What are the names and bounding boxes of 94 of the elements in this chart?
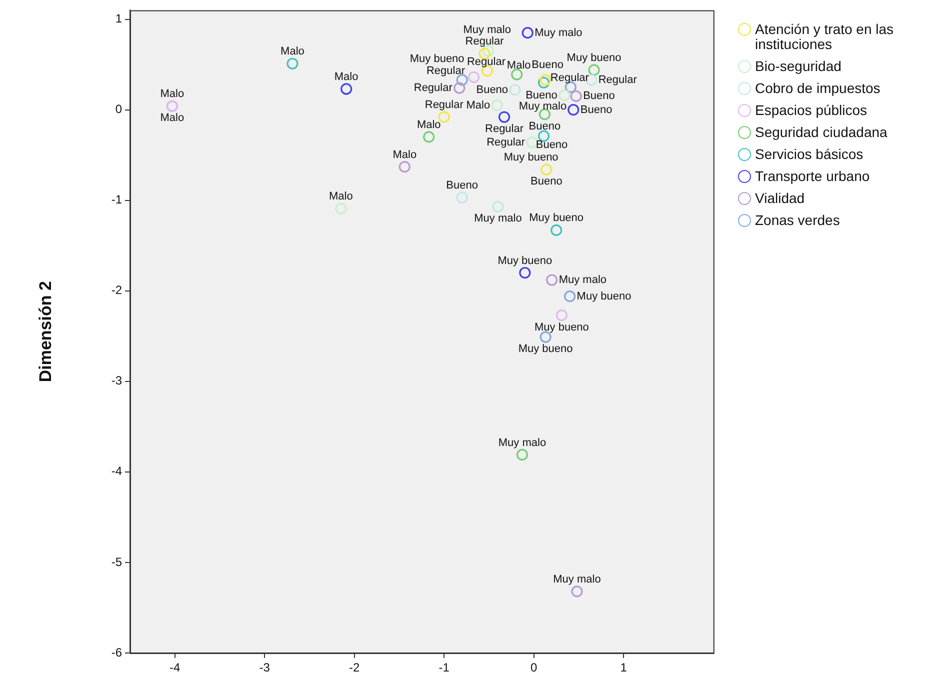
data-label: Malo — [160, 88, 184, 100]
point — [519, 266, 531, 279]
data-label: Regular — [486, 136, 526, 148]
data-label: Malo — [466, 99, 490, 112]
point — [492, 200, 504, 212]
data-label: Regular — [550, 72, 590, 84]
legend-label: Zonas verdes — [755, 212, 840, 228]
data-label: Bueno — [476, 84, 508, 96]
legend-label: Vialidad — [755, 190, 805, 206]
y-tick-label: -4 — [111, 464, 122, 478]
data-label: Muy malo — [534, 26, 582, 39]
data-label: Bueno — [580, 104, 612, 116]
data-label: Regular — [426, 65, 466, 78]
y-tick-label: -6 — [111, 645, 122, 660]
point — [423, 131, 435, 143]
point — [556, 310, 568, 322]
data-label: Muy bueno — [504, 151, 558, 164]
data-label: Regular — [485, 123, 524, 136]
data-label: Muy malo — [558, 274, 607, 286]
point — [522, 27, 534, 39]
point — [550, 224, 562, 236]
data-label: Regular — [466, 56, 506, 68]
point — [454, 82, 466, 94]
data-label: Muy bueno — [576, 290, 632, 302]
point — [588, 64, 600, 76]
data-label: Malo — [334, 70, 358, 83]
y-axis-title: Dimensión 2 — [36, 281, 55, 382]
legend-label: Atención y trato en las instituciones — [755, 21, 895, 52]
legend-label: Transporte urbano — [755, 168, 870, 184]
data-label: Muy malo — [553, 573, 601, 586]
data-label: Muy malo — [463, 24, 511, 36]
data-label: Bueno — [532, 58, 564, 71]
data-label: Malo — [280, 46, 304, 58]
y-tick-label: -2 — [111, 283, 122, 298]
data-label: Muy bueno — [518, 343, 573, 356]
data-label: Bueno — [583, 90, 615, 102]
data-label: Muy malo — [518, 100, 567, 113]
point — [335, 202, 347, 214]
point — [540, 74, 552, 86]
y-tick-label: 1 — [115, 12, 122, 26]
x-tick-label: -2 — [349, 660, 360, 675]
data-label: Regular — [465, 36, 504, 48]
point — [538, 76, 550, 88]
data-label: Bueno — [446, 180, 478, 192]
data-label: Bueno — [528, 120, 561, 132]
point — [468, 71, 480, 83]
y-tick-label: -1 — [111, 192, 122, 207]
data-label: Muy bueno — [410, 52, 464, 65]
point — [568, 104, 580, 116]
point — [491, 99, 503, 112]
point — [286, 58, 298, 70]
legend-label: Servicios básicos — [755, 146, 864, 162]
data-label: Muy bueno — [529, 212, 584, 224]
x-tick-label: 0 — [530, 660, 538, 675]
point — [398, 161, 410, 173]
point — [546, 274, 558, 286]
data-label: Muy malo — [474, 212, 522, 225]
point — [571, 586, 583, 598]
data-label: Bueno — [526, 89, 558, 102]
data-label: Malo — [329, 190, 353, 203]
x-tick-label: -1 — [438, 660, 450, 675]
x-tick-label: -4 — [170, 660, 181, 675]
point — [340, 83, 352, 95]
point — [516, 448, 528, 461]
data-label: Regular — [598, 74, 638, 86]
data-label: Malo — [392, 148, 417, 161]
data-label: Muy bueno — [498, 254, 552, 267]
data-label: Malo — [416, 118, 441, 131]
point — [498, 111, 510, 123]
legend-label: Cobro de impuestos — [755, 80, 880, 96]
x-tick-label: -3 — [259, 660, 270, 675]
legend-label: Seguridad ciudadana — [755, 124, 888, 140]
data-label: Regular — [424, 99, 464, 112]
data-label: Bueno — [530, 176, 562, 188]
data-label: Malo — [506, 60, 531, 72]
data-label: Regular — [414, 82, 453, 94]
data-label: Bueno — [536, 139, 568, 152]
y-tick-label: 0 — [115, 102, 122, 116]
data-label: Muy malo — [498, 436, 546, 449]
point — [558, 90, 570, 102]
legend-label: Bio-seguridad — [755, 58, 842, 74]
point — [564, 290, 576, 302]
y-tick-label: -3 — [111, 374, 122, 388]
point — [540, 164, 552, 176]
legend-label: Espacios públicos — [755, 102, 868, 118]
data-label: Malo — [160, 112, 184, 124]
data-label: Muy bueno — [566, 52, 622, 64]
point — [511, 68, 523, 80]
data-label: Muy bueno — [534, 321, 589, 334]
x-tick-label: 1 — [620, 660, 628, 675]
point — [456, 192, 468, 204]
point — [570, 90, 582, 102]
y-tick-label: -5 — [111, 554, 122, 569]
point — [509, 84, 521, 96]
